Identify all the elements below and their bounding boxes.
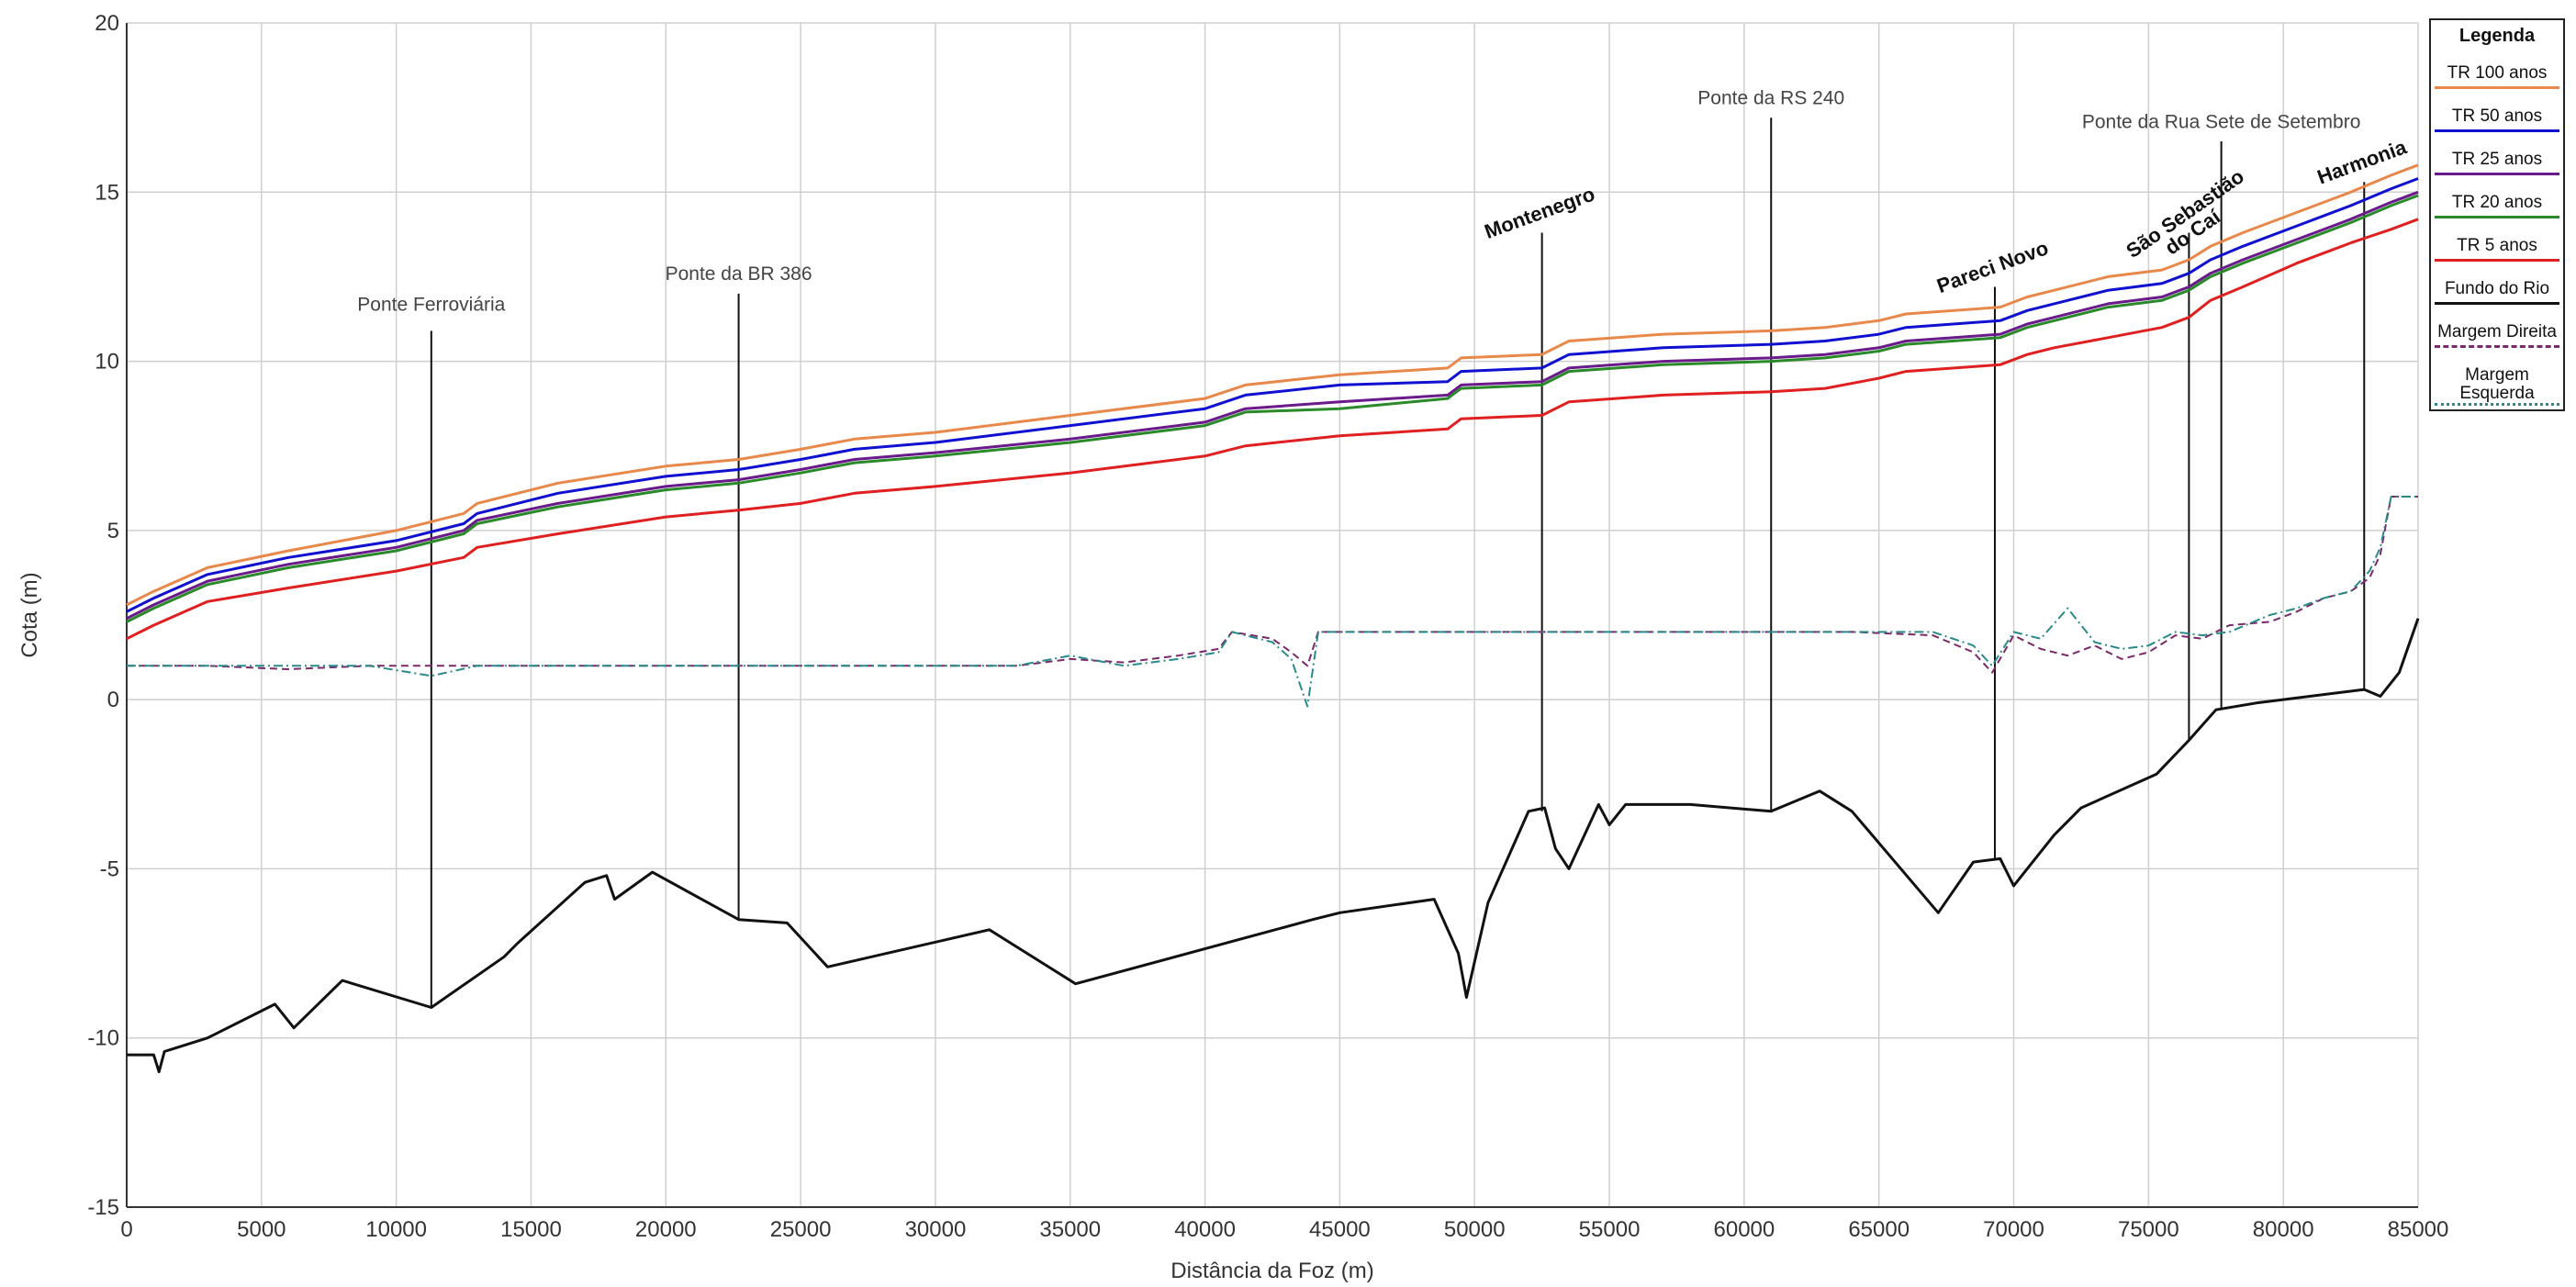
legend-swatch — [2435, 129, 2559, 132]
y-tick-label: 5 — [107, 519, 119, 543]
series-line — [126, 177, 2419, 613]
y-tick-label: -5 — [100, 856, 119, 881]
series-line — [126, 163, 2419, 607]
y-tick-label: -15 — [87, 1195, 119, 1220]
series-line — [126, 218, 2419, 641]
y-tick-label: 20 — [95, 11, 119, 36]
legend-entry: TR 20 anos — [2451, 193, 2543, 212]
x-tick-label: 65000 — [1848, 1217, 1910, 1242]
annotation-label: Ponte da BR 386 — [666, 263, 812, 285]
x-tick-label: 80000 — [2253, 1217, 2314, 1242]
legend-entry: TR 50 anos — [2451, 106, 2543, 126]
x-tick-label: 85000 — [2388, 1217, 2449, 1242]
annotation-label: Montenegro — [1482, 182, 1598, 243]
legend-entry: Margem Esquerda — [2459, 365, 2535, 403]
legend-swatch — [2435, 173, 2559, 175]
legend-title: Legenda — [2458, 26, 2536, 46]
x-tick-label: 25000 — [770, 1217, 832, 1242]
legend-swatch — [2435, 403, 2559, 406]
legend-swatch — [2435, 302, 2559, 305]
legend-entry: TR 25 anos — [2451, 150, 2543, 169]
series-line — [127, 618, 2420, 1074]
x-tick-label: 20000 — [635, 1217, 697, 1242]
x-tick-label: 10000 — [365, 1217, 427, 1242]
legend-swatch — [2435, 216, 2559, 218]
legend-entry: TR 5 anos — [2457, 236, 2537, 255]
legend-swatch — [2435, 259, 2559, 262]
grid — [126, 22, 2419, 1208]
x-axis-title: Distância da Foz (m) — [1170, 1259, 1373, 1283]
x-tick-label: 35000 — [1039, 1217, 1101, 1242]
annotation-label: Ponte da Rua Sete de Setembro — [2082, 111, 2361, 132]
y-tick-label: 15 — [95, 180, 119, 205]
series — [126, 163, 2420, 1074]
axes — [126, 23, 2418, 1208]
y-tick-label: 0 — [107, 688, 119, 712]
legend-swatch — [2435, 345, 2559, 348]
x-tick-label: 55000 — [1579, 1217, 1641, 1242]
y-tick-label: -10 — [87, 1026, 119, 1051]
x-tick-label: 60000 — [1714, 1217, 1775, 1242]
x-tick-label: 40000 — [1174, 1217, 1236, 1242]
y-tick-label: 10 — [95, 350, 119, 375]
series-line — [126, 190, 2419, 621]
legend-swatch — [2435, 86, 2559, 89]
x-tick-label: 0 — [120, 1217, 132, 1242]
x-tick-label: 50000 — [1444, 1217, 1506, 1242]
x-tick-label: 70000 — [1983, 1217, 2044, 1242]
x-tick-label: 5000 — [237, 1217, 286, 1242]
x-tick-label: 30000 — [905, 1217, 967, 1242]
legend-entry: Margem Direita — [2437, 322, 2557, 341]
annotation-label: Ponte da RS 240 — [1697, 87, 1844, 108]
x-tick-label: 15000 — [500, 1217, 562, 1242]
series-line — [127, 496, 2418, 708]
annotation-label: Pareci Novo — [1933, 236, 2051, 297]
legend-entry: Fundo do Rio — [2444, 279, 2550, 298]
x-tick-label: 75000 — [2118, 1217, 2179, 1242]
legend: Legenda TR 100 anos TR 50 anos TR 25 anos T… — [2429, 18, 2565, 411]
axis-labels: 0 5000 10000 15000 20000 25000 30000 35000 40000… — [17, 11, 2448, 1283]
legend-entry: TR 100 anos — [2447, 63, 2548, 83]
annotation-label: Ponte Ferroviária — [357, 294, 505, 315]
series-line — [127, 496, 2418, 674]
series-line — [126, 194, 2419, 623]
x-tick-label: 45000 — [1309, 1217, 1371, 1242]
annotation-label: Harmonia — [2314, 135, 2411, 188]
y-axis-title: Cota (m) — [17, 572, 42, 657]
